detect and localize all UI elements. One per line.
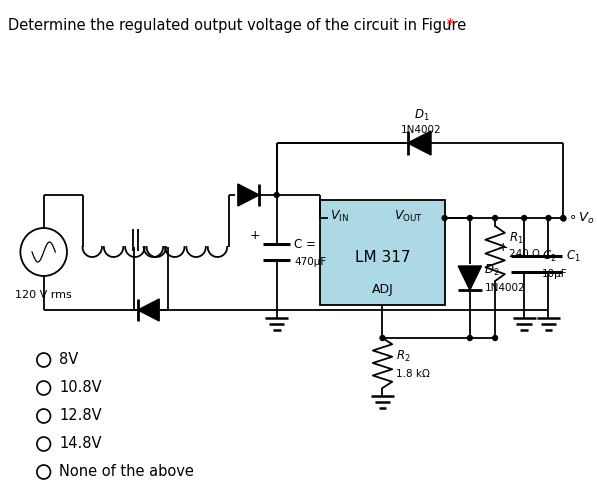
Circle shape: [493, 215, 497, 220]
Text: $R_1$: $R_1$: [509, 230, 524, 246]
Text: LM 317: LM 317: [355, 250, 410, 265]
Circle shape: [561, 215, 565, 220]
Text: 120 V rms: 120 V rms: [16, 290, 72, 300]
Circle shape: [467, 215, 472, 220]
Text: 12.8V: 12.8V: [59, 408, 102, 424]
Text: $C_1$: $C_1$: [566, 248, 581, 264]
Text: $C_2$: $C_2$: [541, 248, 556, 264]
Text: $D_1$: $D_1$: [414, 108, 429, 123]
Text: 8V: 8V: [59, 352, 78, 368]
Circle shape: [442, 215, 447, 220]
Text: 1N4002: 1N4002: [401, 125, 442, 135]
Circle shape: [522, 215, 527, 220]
Circle shape: [546, 215, 551, 220]
Polygon shape: [138, 299, 159, 321]
Text: 1N4002: 1N4002: [484, 283, 525, 293]
Text: 10μF: 10μF: [541, 269, 567, 279]
Text: $V_{\rm IN}$: $V_{\rm IN}$: [330, 209, 349, 223]
Polygon shape: [408, 131, 431, 155]
Text: 14.8V: 14.8V: [59, 436, 101, 452]
Text: $D_2$: $D_2$: [484, 262, 500, 277]
Text: C =: C =: [294, 238, 316, 250]
Polygon shape: [238, 184, 259, 206]
Circle shape: [493, 336, 497, 340]
Polygon shape: [458, 266, 482, 290]
Text: 1.8 kΩ: 1.8 kΩ: [396, 369, 430, 379]
Bar: [321, 200, 445, 305]
Text: Determine the regulated output voltage of the circuit in Figure: Determine the regulated output voltage o…: [8, 18, 466, 33]
Text: *: *: [442, 18, 454, 33]
Text: None of the above: None of the above: [59, 464, 194, 480]
Text: +: +: [497, 241, 508, 254]
Text: $\circ\,V_o$: $\circ\,V_o$: [568, 211, 595, 225]
Circle shape: [274, 192, 279, 197]
Text: $V_{\rm OUT}$: $V_{\rm OUT}$: [394, 209, 423, 223]
Circle shape: [467, 336, 472, 340]
Text: $R_2$: $R_2$: [396, 348, 411, 364]
Circle shape: [380, 336, 385, 340]
Text: +: +: [250, 229, 261, 242]
Text: 240 Ω: 240 Ω: [509, 249, 540, 259]
Text: ADJ: ADJ: [371, 282, 393, 296]
Text: 470μF: 470μF: [294, 257, 327, 267]
Text: 10.8V: 10.8V: [59, 380, 102, 396]
